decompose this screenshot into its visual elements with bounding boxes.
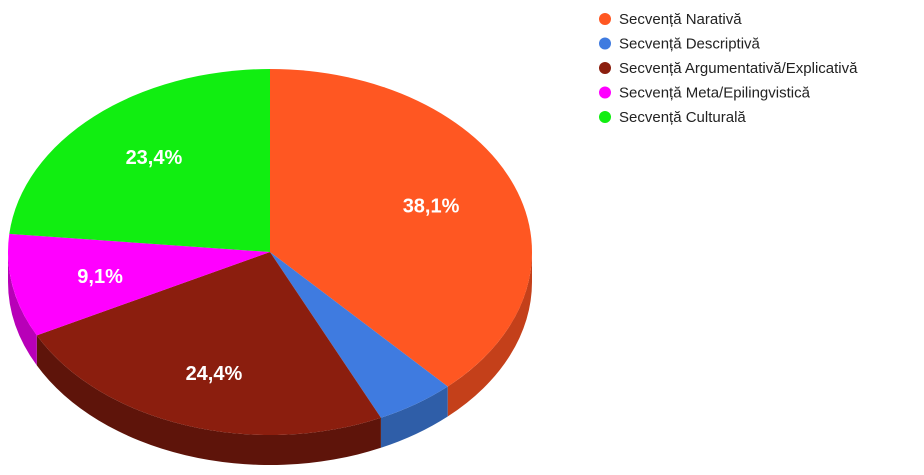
legend-swatch <box>599 86 611 99</box>
pie-slice-secventa-argumentativa-explicativa <box>36 252 381 435</box>
pie-value-labels: 38,1% 24,4% 9,1% 23,4% <box>77 147 459 385</box>
pie-side-secventa-meta-epilingvistica <box>8 252 37 366</box>
legend-swatch <box>599 13 611 25</box>
legend-swatch <box>599 111 611 123</box>
pie-slice-secventa-narativa <box>270 69 532 387</box>
legend-item-secventa-meta-epilingvistica: Secvență Meta/Epilingvistică <box>599 85 811 102</box>
legend-swatch <box>599 37 611 50</box>
legend-label: Secvență Culturală <box>619 109 746 126</box>
data-label-secventa-culturala: 23,4% <box>126 147 183 169</box>
data-label-secventa-narativa: 38,1% <box>403 195 460 217</box>
data-label-secventa-meta-epilingvistica: 9,1% <box>77 266 123 288</box>
pie-slices <box>7 69 532 435</box>
legend-swatch <box>599 62 611 74</box>
legend-label: Secvență Meta/Epilingvistică <box>619 85 811 102</box>
pie-side-secventa-descriptiva <box>380 386 448 448</box>
pie-slice-secventa-culturala <box>9 69 270 252</box>
pie-side-secventa-narativa <box>447 252 532 417</box>
legend-label: Secvență Narativă <box>619 11 742 28</box>
pie-side-secventa-argumentativa-explicativa <box>36 335 381 465</box>
legend-item-secventa-culturala: Secvență Culturală <box>599 109 746 126</box>
legend-item-secventa-descriptiva: Secvență Descriptivă <box>599 36 761 53</box>
legend: Secvență Narativă Secvență Descriptivă Sec… <box>599 11 858 126</box>
pie-slice-secventa-meta-epilingvistica <box>7 233 270 336</box>
data-label-secventa-argumentativa-explicativa: 24,4% <box>186 363 243 385</box>
pie-side-walls <box>8 252 532 465</box>
legend-label: Secvență Argumentativă/Explicativă <box>619 60 858 77</box>
legend-item-secventa-narativa: Secvență Narativă <box>599 11 742 28</box>
pie-slice-secventa-descriptiva <box>270 252 448 418</box>
legend-label: Secvență Descriptivă <box>619 36 761 53</box>
legend-item-secventa-argumentativa-explicativa: Secvență Argumentativă/Explicativă <box>599 60 858 77</box>
